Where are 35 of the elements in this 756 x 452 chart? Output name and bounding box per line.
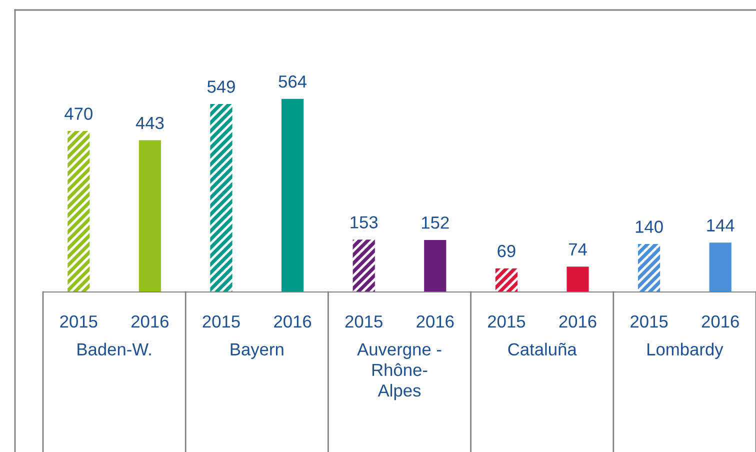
data-label: 69 — [498, 244, 516, 258]
text: 2015 — [488, 315, 526, 328]
bar — [68, 131, 90, 292]
data-label: 470 — [64, 108, 92, 120]
x-tick-label: Lombardy — [648, 342, 724, 359]
data-label: 443 — [136, 116, 164, 130]
text: 2016 — [559, 315, 596, 328]
data-label: 152 — [422, 216, 449, 229]
bar — [138, 140, 161, 292]
text: 2016 — [132, 315, 168, 328]
bar — [210, 104, 232, 292]
bar — [709, 242, 732, 292]
text: 2016 — [416, 315, 454, 328]
data-label: 153 — [350, 216, 378, 228]
data-label: 144 — [707, 219, 734, 232]
x-tick-label: Bayern — [230, 343, 284, 359]
text: 2015 — [345, 315, 382, 328]
x-tick-label: Cataluña — [508, 342, 577, 356]
text: 2015 — [630, 315, 668, 328]
data-label: 564 — [278, 75, 307, 88]
bar — [352, 240, 375, 292]
bar — [638, 244, 660, 292]
x-tick-label: Auvergne - Rhône- Alpes — [357, 343, 442, 400]
data-label: 74 — [568, 243, 587, 256]
bar — [566, 266, 589, 292]
bar — [282, 98, 304, 292]
x-tick-label: Baden-W. — [78, 342, 151, 356]
text: 2016 — [702, 315, 739, 328]
data-label: 549 — [207, 80, 235, 93]
series-label: 2016 — [274, 315, 312, 328]
bar — [495, 268, 518, 292]
data-label: 140 — [636, 220, 663, 233]
series-label: 2015 — [60, 315, 98, 328]
bar — [424, 240, 446, 292]
text: 2015 — [202, 315, 240, 328]
